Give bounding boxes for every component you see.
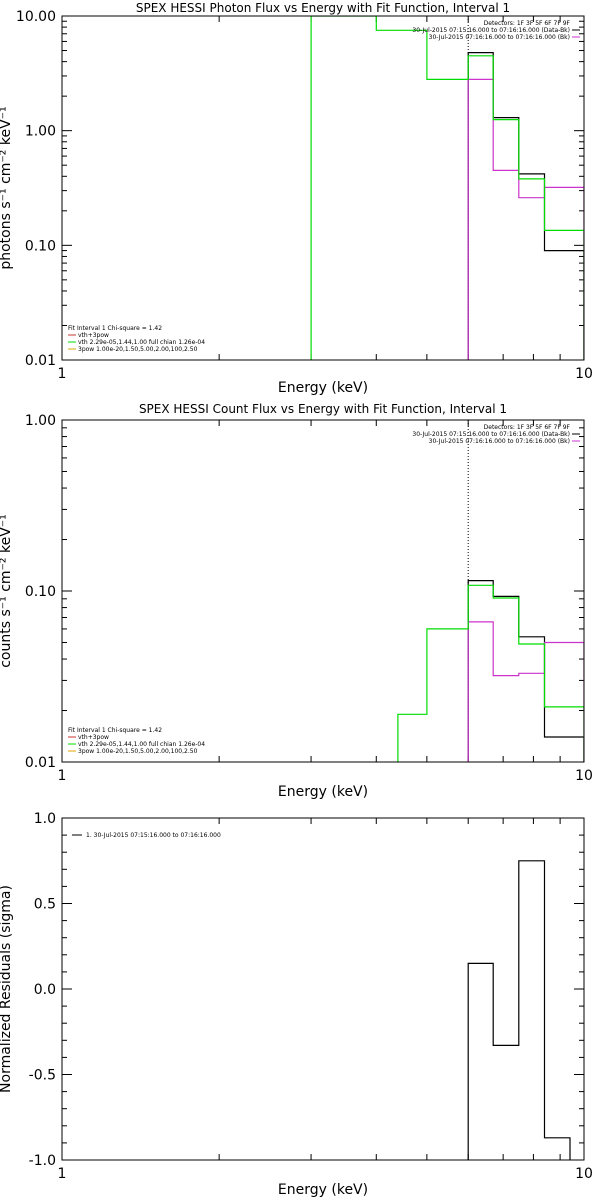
x-tick-label: 10 xyxy=(575,366,593,382)
legend-bottom-entry: Fit Interval 1 Chi-square = 1.42 xyxy=(68,325,162,332)
x-tick-label: 1 xyxy=(58,768,67,784)
x-tick-label: 10 xyxy=(575,1166,593,1182)
y-axis-label: photons s⁻¹ cm⁻² keV⁻¹ xyxy=(0,106,14,269)
x-axis-label: Energy (keV) xyxy=(278,784,368,800)
y-tick-label: 10.00 xyxy=(16,9,56,25)
photon-flux-panel: SPEX HESSI Photon Flux vs Energy with Fi… xyxy=(0,1,593,396)
residuals-panel: 1 10 -1.0 -0.5 0.0 0.5 1.0 Energy (keV) Normaliz… xyxy=(0,811,593,1198)
legend-top-entry: 30-Jul-2015 07:15:16.000 to 07:16:16.000… xyxy=(412,27,570,34)
series-bk-line xyxy=(467,621,584,762)
x-axis-label: Energy (keV) xyxy=(278,380,368,396)
series-data-bk-line xyxy=(467,580,584,762)
y-tick-label: 1.00 xyxy=(25,413,56,429)
plot-area xyxy=(467,860,571,1160)
y-tick-label: 0.5 xyxy=(34,897,56,913)
y-axis-label: counts s⁻¹ cm⁻² keV⁻¹ xyxy=(0,514,14,668)
y-tick-label: 0.10 xyxy=(25,238,56,254)
x-axis-label: Energy (keV) xyxy=(278,1182,368,1198)
legend-top-entry: Detectors: 1F 3F 5F 6F 7F 9F xyxy=(484,20,571,27)
y-tick-label: 0.01 xyxy=(25,353,56,369)
y-tick-label: 1.0 xyxy=(34,811,56,827)
chart-title: SPEX HESSI Count Flux vs Energy with Fit… xyxy=(139,402,507,416)
y-tick-label: 0.10 xyxy=(25,584,56,600)
series-fit-line xyxy=(310,16,584,360)
legend-top-entry: 30-Jul-2015 07:15:16.000 to 07:16:16.000… xyxy=(412,431,570,438)
x-tick-label: 10 xyxy=(575,768,593,784)
legend-bottom-entry: 3pow 1.00e-20,1.50,5.00,2.00,100,2.50 xyxy=(78,748,198,755)
x-tick-label: 1 xyxy=(58,366,67,382)
legend-top-entry: 30-Jul-2015 07:16:16.000 to 07:16:16.000… xyxy=(429,34,570,41)
plot-frame xyxy=(61,817,585,1161)
legend-bottom-entry: vth+3pow xyxy=(78,332,109,339)
plot-area xyxy=(397,420,584,762)
legend-bottom-entry: vth 2.29e-05,1.44,1.00 full chian 1.26e-… xyxy=(78,339,205,346)
plot-frame xyxy=(61,419,585,763)
series-residuals-line xyxy=(467,860,571,1160)
chart-title: SPEX HESSI Photon Flux vs Energy with Fi… xyxy=(136,1,510,15)
series-data-bk-line xyxy=(467,52,584,360)
y-tick-label: -1.0 xyxy=(29,1153,56,1169)
plot-area xyxy=(310,16,584,360)
legend-top-entry: Detectors: 1F 3F 5F 6F 7F 9F xyxy=(484,424,571,431)
series-fit-line xyxy=(397,584,584,762)
y-tick-label: -0.5 xyxy=(29,1068,56,1084)
y-axis-label: Normalized Residuals (sigma) xyxy=(0,885,14,1093)
legend-bottom-entry: vth+3pow xyxy=(78,734,109,741)
legend-bottom-entry: 3pow 1.00e-20,1.50,5.00,2.00,100,2.50 xyxy=(78,346,198,353)
legend-top-entry: 1. 30-Jul-2015 07:15:16.000 to 07:16:16.… xyxy=(86,832,221,839)
legend-bottom-entry: vth 2.29e-05,1.44,1.00 full chian 1.26e-… xyxy=(78,741,205,748)
count-flux-panel: SPEX HESSI Count Flux vs Energy with Fit… xyxy=(0,402,593,800)
plot-frame xyxy=(61,15,585,361)
y-tick-label: 0.01 xyxy=(25,755,56,771)
legend-bottom-entry: Fit Interval 1 Chi-square = 1.42 xyxy=(68,727,162,734)
y-tick-label: 1.00 xyxy=(25,124,56,140)
series-bk-line xyxy=(467,78,584,360)
legend-top-entry: 30-Jul-2015 07:16:16.000 to 07:16:16.000… xyxy=(429,438,570,445)
x-tick-label: 1 xyxy=(58,1166,67,1182)
y-tick-label: 0.0 xyxy=(34,982,56,998)
